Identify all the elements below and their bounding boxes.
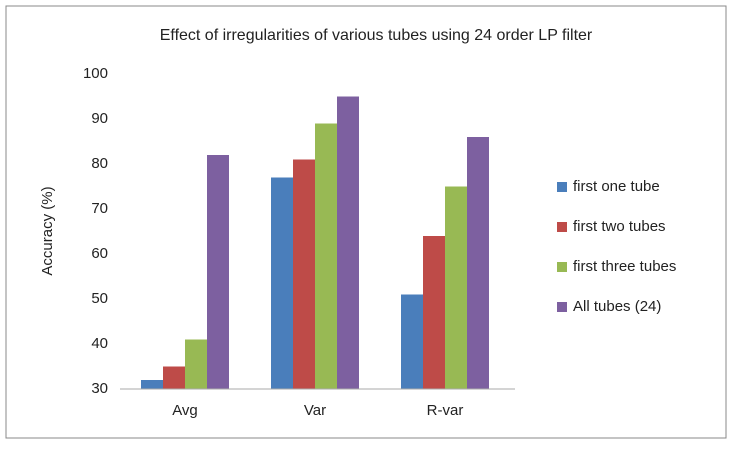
y-tick-label: 70 [91,200,108,217]
y-tick-label: 30 [91,380,108,397]
y-tick-label: 60 [91,245,108,262]
bar [401,294,423,389]
legend-swatch [557,302,567,312]
bar [423,236,445,389]
y-tick-label: 50 [91,290,108,307]
legend-swatch [557,222,567,232]
bar [293,159,315,389]
y-tick-label: 100 [83,65,108,82]
legend-label: first three tubes [573,258,676,275]
x-tick-label: R-var [427,402,464,419]
legend-swatch [557,262,567,272]
x-tick-label: Var [304,402,326,419]
bar [315,123,337,389]
bar [271,177,293,389]
chart-title: Effect of irregularities of various tube… [160,27,593,44]
legend-label: All tubes (24) [573,298,661,315]
y-tick-label: 80 [91,155,108,172]
x-tick-label: Avg [172,402,198,419]
bar [207,155,229,389]
y-tick-label: 90 [91,110,108,127]
chart-frame [5,5,727,439]
legend-label: first two tubes [573,218,666,235]
y-axis-label: Accuracy (%) [39,186,56,275]
legend-swatch [557,182,567,192]
bar [163,366,185,389]
bar [445,186,467,389]
bar [467,137,489,389]
bar [141,380,163,389]
y-tick-label: 40 [91,335,108,352]
legend-label: first one tube [573,178,660,195]
bar [337,96,359,389]
bar [185,339,207,389]
